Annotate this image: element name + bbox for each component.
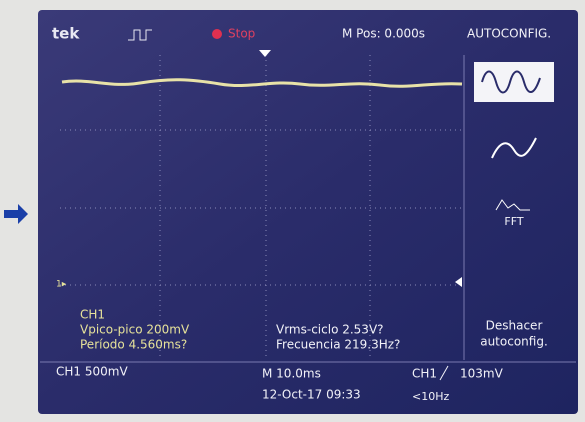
menu-title: AUTOCONFIG. — [467, 27, 551, 41]
menu-button-selected — [474, 62, 554, 102]
measure-frequency: Frecuencia 219.3Hz? — [276, 338, 400, 352]
measure-vpp: Vpico-pico 200mV — [80, 323, 190, 337]
undo-line-1: Deshacer — [486, 319, 543, 333]
trigger-level: 103mV — [460, 367, 504, 381]
logo: tek — [52, 25, 80, 43]
measure-period: Período 4.560ms? — [80, 338, 187, 352]
undo-line-2: autoconfig. — [480, 335, 548, 349]
fft-label: FFT — [504, 215, 523, 228]
measure-vrms: Vrms-ciclo 2.53V? — [276, 323, 384, 337]
channel-scale: CH1 500mV — [56, 365, 128, 379]
timebase: M 10.0ms — [262, 367, 321, 381]
oscilloscope-photo: 1▸ tek Stop M Pos: 0.000s AUTOCONFIG. FF… — [0, 0, 585, 422]
measure-channel: CH1 — [80, 308, 105, 322]
position: M Pos: 0.000s — [342, 27, 425, 41]
page: {"top_bar": {"logo": "tek", "status": "S… — [0, 0, 585, 422]
trigger-channel: CH1 — [412, 367, 437, 381]
channel-marker: 1▸ — [56, 280, 67, 290]
datetime: 12-Oct-17 09:33 — [262, 388, 361, 402]
status: Stop — [228, 27, 255, 41]
stop-indicator — [212, 29, 222, 39]
frequency-note: <10Hz — [412, 390, 449, 403]
